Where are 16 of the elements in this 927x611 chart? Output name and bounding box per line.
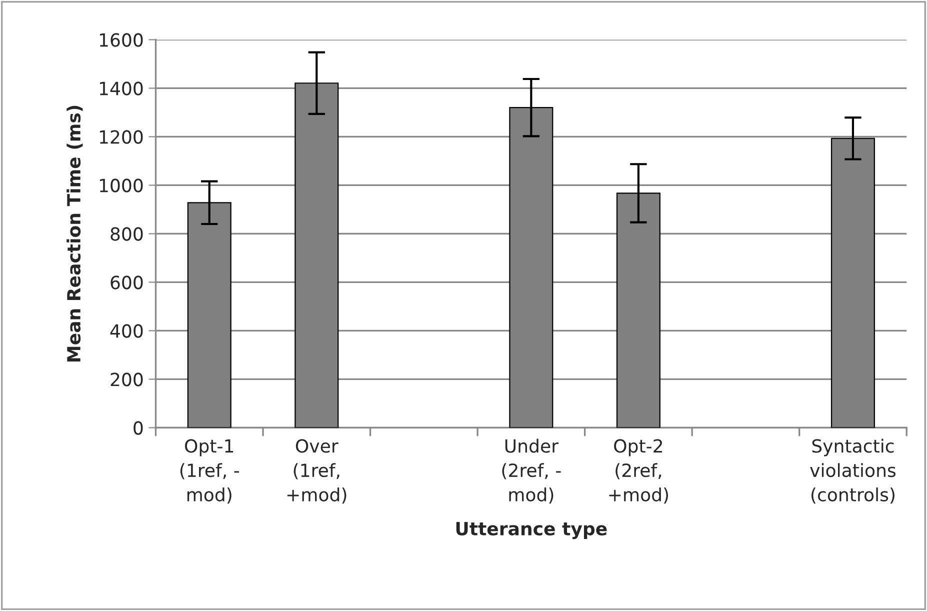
y-tick-label: 200 xyxy=(110,372,143,386)
y-tick-label: 1400 xyxy=(100,82,143,96)
x-tick-label: Syntactic violations (controls) xyxy=(810,438,896,504)
x-tick-label: Under (2ref, - mod) xyxy=(502,438,561,504)
y-tick-label: 800 xyxy=(110,227,143,241)
y-tick-label: 400 xyxy=(110,324,143,338)
x-tick-label: Opt-1 (1ref, - mod) xyxy=(180,439,239,504)
y-tick-label: 1200 xyxy=(100,130,143,144)
y-tick-label: 1000 xyxy=(100,178,143,192)
y-axis-title: Mean Reaction Time (ms) xyxy=(66,106,83,362)
x-tick-label: Over (1ref, +mod) xyxy=(287,439,346,504)
y-tick-label: 1600 xyxy=(100,33,143,47)
y-tick-label: 600 xyxy=(110,276,143,290)
x-axis-title: Utterance type xyxy=(456,522,607,540)
x-tick-label: Opt-2 (2ref, +mod) xyxy=(609,439,668,504)
y-tick-label: 0 xyxy=(134,421,143,435)
